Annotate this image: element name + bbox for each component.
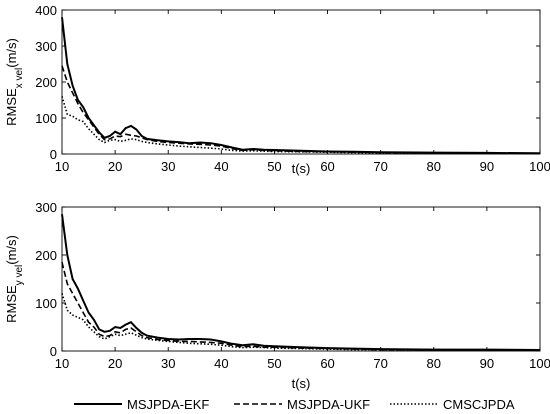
x-tick-label: 50 [267,159,281,174]
x-tick-label: 10 [55,159,69,174]
x-tick-label: 60 [320,159,334,174]
y-tick-label: 200 [35,75,57,90]
y-tick-label: 300 [35,39,57,54]
upper-chart-x-velocity: 10 20 30 40 50 60 70 80 90 100 0 100 200 300 400 t(s) RM… [4,3,550,176]
x-tick-label: 100 [529,159,550,174]
series-line-cmscjpda [61,293,540,351]
series-line-ekf [61,214,541,351]
y-tick-label: 100 [35,111,57,126]
lower-chart-y-velocity: 10 20 30 40 50 60 70 80 90 100 0 100 200 300 t(s) RMSEy… [4,200,550,391]
x-tick-label: 20 [108,159,122,174]
plot-area-frame [61,9,541,155]
series-line-ukf [61,65,540,155]
plot-area-frame [61,206,541,352]
x-tick-label: 20 [108,356,122,371]
y-tick-label: 100 [35,296,57,311]
series-line-ukf [61,262,540,351]
y-tick-label: 0 [50,344,57,359]
legend-label-ukf: MSJPDA-UKF [287,397,370,412]
y-tick-label: 0 [50,147,57,162]
x-tick-label: 60 [320,356,334,371]
y-axis-label: RMSEy vel(m/s) [4,235,25,323]
x-tick-label: 40 [214,356,228,371]
legend-label-cmscjpda: CMSCJPDA [443,397,515,412]
x-tick-label: 80 [427,356,441,371]
y-axis-label: RMSEx vel(m/s) [4,38,25,126]
x-tick-label: 70 [373,159,387,174]
x-tick-label: 40 [214,159,228,174]
legend: MSJPDA-EKF MSJPDA-UKF CMSCJPDA [74,397,515,412]
x-tick-label: 100 [529,356,550,371]
series-line-cmscjpda [61,96,540,155]
x-tick-label: 90 [480,356,494,371]
x-tick-label: 30 [161,356,175,371]
x-axis-label: t(s) [292,376,311,391]
series-line-ekf [61,17,541,155]
x-tick-label: 70 [373,356,387,371]
x-tick-label: 50 [267,356,281,371]
y-tick-label: 300 [35,200,57,215]
x-tick-label: 80 [427,159,441,174]
x-tick-label: 30 [161,159,175,174]
legend-label-ekf: MSJPDA-EKF [127,397,209,412]
x-tick-label: 10 [55,356,69,371]
y-tick-label: 200 [35,248,57,263]
x-axis-label: t(s) [292,161,311,176]
x-tick-label: 90 [480,159,494,174]
y-tick-label: 400 [35,3,57,18]
